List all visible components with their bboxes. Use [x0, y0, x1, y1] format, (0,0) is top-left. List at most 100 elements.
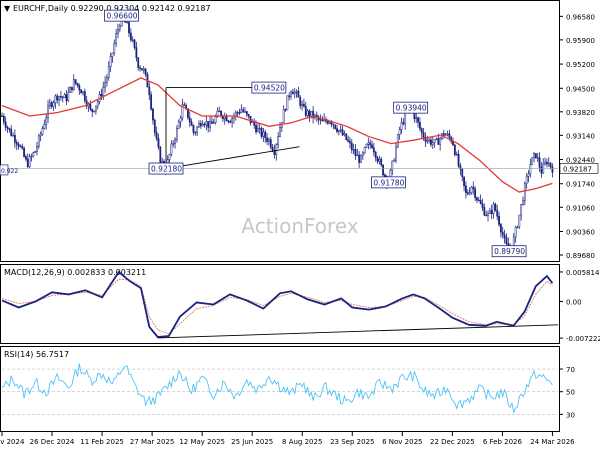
candle-body	[402, 122, 405, 125]
candle-body	[242, 109, 245, 112]
candle-body	[47, 105, 49, 119]
candle-body	[463, 176, 465, 187]
candle-body	[363, 146, 366, 154]
price-axis-label: 0.91060	[566, 204, 595, 212]
candle-body	[522, 200, 524, 205]
x-axis-label: 25 Jun 2025	[231, 438, 273, 446]
candle-body	[142, 68, 145, 71]
candle-body	[50, 102, 53, 107]
candle-body	[52, 102, 55, 107]
candle-body	[94, 105, 97, 112]
candle-body	[371, 144, 373, 149]
candle-body	[352, 149, 355, 151]
candle-body	[187, 108, 189, 118]
x-axis-label: 22 Dec 2025	[430, 438, 475, 446]
candle-body	[26, 159, 29, 168]
candle-body	[308, 110, 311, 117]
candle-body	[188, 117, 191, 123]
candle-body	[365, 144, 368, 148]
candle-body	[240, 109, 243, 113]
candle-body	[470, 186, 473, 193]
candle-body	[43, 124, 46, 129]
candle-body	[461, 169, 464, 178]
candle-body	[336, 128, 338, 132]
moving-average-line	[1, 77, 553, 193]
candle-body	[304, 105, 307, 116]
candle-body	[334, 124, 337, 129]
candle-body	[310, 110, 313, 117]
candle-body	[152, 108, 154, 121]
candle-body	[177, 121, 180, 129]
macd-axis-label: -0.007222	[566, 335, 600, 343]
price-axis-label: 0.92440	[566, 157, 595, 165]
candle-body	[60, 96, 62, 98]
candle-body	[39, 133, 42, 137]
candle-body	[400, 122, 403, 130]
trendline	[165, 146, 300, 169]
candle-body	[155, 132, 158, 139]
candle-body	[303, 103, 305, 107]
left-edge-box	[0, 164, 9, 176]
candle-body	[326, 121, 329, 124]
candle-body	[459, 165, 462, 170]
candle-body	[157, 138, 160, 148]
rsi-title: RSI(14) 56.7517	[4, 350, 69, 359]
candle-body	[117, 29, 119, 34]
candle-body	[115, 33, 118, 44]
candle-body	[72, 79, 75, 91]
candle-body	[479, 200, 482, 205]
price-annotation-box	[251, 81, 287, 94]
candle-body	[337, 130, 340, 132]
candle-body	[455, 153, 458, 156]
candle-body	[159, 146, 162, 165]
candle-body	[23, 148, 25, 157]
price-annotation-label: 0.96600	[107, 12, 138, 21]
candle-body	[260, 127, 263, 137]
candle-body	[457, 153, 460, 167]
title-icon[interactable]: ▼	[4, 4, 11, 13]
candle-body	[395, 146, 397, 161]
candle-body	[264, 131, 267, 139]
candle-body	[516, 226, 519, 229]
candle-body	[28, 156, 31, 168]
candle-body	[58, 96, 60, 101]
candle-body	[190, 121, 193, 126]
candle-body	[380, 158, 383, 166]
candle-body	[41, 128, 44, 135]
candle-body	[118, 25, 121, 30]
candle-body	[490, 210, 493, 214]
candle-body	[249, 116, 252, 123]
candle-body	[96, 101, 99, 107]
price-axis-label: 0.93820	[566, 109, 595, 117]
macd-axis-label: 0.00	[566, 298, 582, 306]
candle-body	[74, 79, 77, 84]
candle-body	[299, 97, 302, 107]
rsi-axis-label: 70	[566, 366, 575, 374]
candle-body	[91, 108, 94, 112]
candle-body	[247, 113, 250, 117]
rsi-axis-label: 50	[566, 389, 575, 397]
candle-body	[382, 164, 384, 176]
candle-body	[85, 100, 88, 107]
candle-body	[301, 103, 303, 107]
candle-body	[10, 129, 13, 136]
candle-body	[534, 153, 537, 159]
x-axis-label: 11 Nov 2024	[0, 438, 25, 446]
candle-body	[80, 89, 83, 94]
candle-body	[391, 160, 394, 171]
candle-body	[25, 156, 27, 160]
candle-body	[131, 39, 134, 42]
candle-body	[503, 234, 506, 239]
candle-body	[426, 140, 429, 142]
candle-body	[236, 112, 239, 114]
candle-body	[431, 142, 434, 145]
candle-body	[153, 119, 156, 133]
price-panel	[0, 0, 560, 262]
candle-body	[291, 91, 294, 95]
candle-body	[214, 116, 217, 123]
x-axis-label: 24 Mar 2026	[530, 438, 575, 446]
candle-body	[245, 111, 248, 115]
price-annotation-box	[104, 9, 139, 22]
x-axis-label: 6 Feb 2026	[483, 438, 523, 446]
